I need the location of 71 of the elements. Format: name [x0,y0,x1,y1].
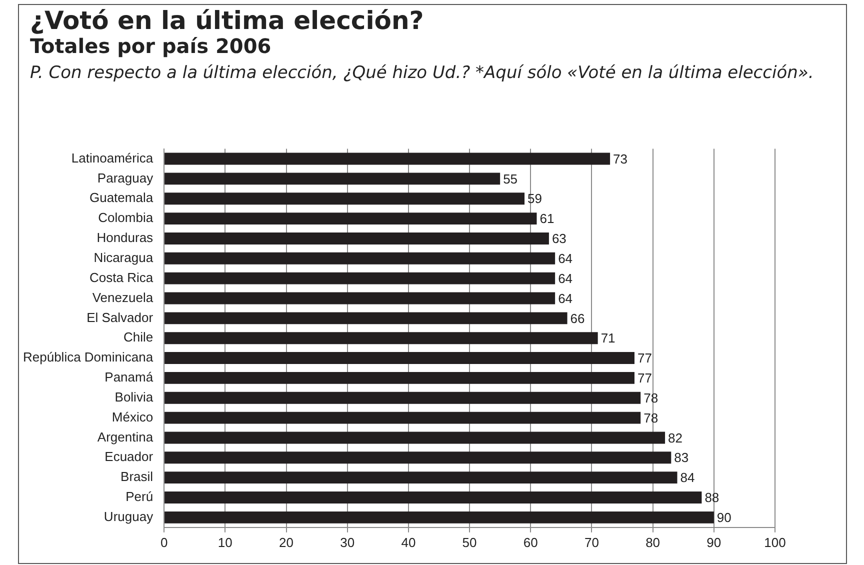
data-label: 61 [540,211,554,226]
y-tick-label: Venezuela [92,290,154,305]
data-label: 84 [680,470,695,486]
bar [164,232,549,244]
bar [164,292,556,304]
bar [164,152,610,165]
chart-subtitle: Totales por país 2006 [30,34,272,58]
bar [164,511,714,524]
bar [164,492,702,504]
bar [164,192,525,205]
x-tick-label: 50 [462,534,477,550]
data-label: 78 [644,390,658,406]
y-tick-label: Panamá [104,370,154,385]
y-tick-label: Honduras [96,230,154,246]
x-tick-label: 70 [584,534,599,550]
data-label: 63 [552,231,566,246]
x-tick-label: 30 [340,534,355,550]
data-label: 66 [570,310,585,326]
data-label: 73 [613,151,628,166]
data-label: 88 [704,490,720,506]
y-tick-label: Uruguay [104,509,154,524]
bar [164,472,678,484]
x-tick-label: 60 [523,534,538,550]
data-label: 59 [528,191,542,206]
data-label: 78 [644,410,658,426]
y-tick-label: Bolivia [114,389,154,404]
y-tick-label: El Salvador [86,310,154,325]
data-label: 90 [716,510,732,526]
x-tick-label: 20 [279,534,294,550]
y-tick-label: México [112,409,154,424]
text: P. Con respecto a la última elección, ¿Qué hizo Ud.? *Aquí sólo «Voté en la última elección». [30,62,815,84]
y-tick-label: Chile [123,330,154,345]
bar [164,252,556,264]
bar [164,272,556,284]
bar [164,352,634,364]
data-label: 64 [558,250,573,266]
data-label: 77 [637,350,652,366]
x-tick-label: 100 [764,534,786,550]
bar [164,172,500,185]
data-label: 82 [668,430,682,446]
bar [164,432,666,444]
x-tick-label: 90 [706,534,722,550]
y-tick-label: Brasil [120,469,154,484]
y-tick-label: Costa Rica [89,270,154,285]
y-tick-label: Perú [126,489,154,504]
y-tick-label: República Dominicana [22,350,154,365]
x-tick-label: 40 [401,534,416,550]
y-tick-label: Argentina [97,429,154,444]
data-label: 77 [637,370,652,386]
chart-title: ¿Votó en la última elección? [30,6,424,35]
x-tick-label: 80 [646,534,660,550]
y-tick-label: Colombia [98,210,154,226]
y-tick-label: Ecuador [104,449,154,464]
data-label: 64 [558,290,573,306]
bar [164,392,641,404]
y-tick-label: Latinoamérica [71,150,154,166]
bar [164,412,641,424]
bar [164,372,634,384]
data-label: 55 [503,171,518,186]
data-label: 71 [600,330,616,346]
data-label: 64 [558,270,573,286]
y-tick-label: Guatemala [89,190,154,206]
y-tick-label: Paraguay [97,170,154,186]
bar [164,312,568,324]
bar [164,212,537,225]
x-tick-label: 10 [218,534,232,550]
x-tick-label: 0 [160,534,168,550]
data-label: 83 [674,450,689,466]
y-tick-label: Nicaragua [94,250,154,265]
bar [164,332,598,344]
bar [164,452,672,464]
